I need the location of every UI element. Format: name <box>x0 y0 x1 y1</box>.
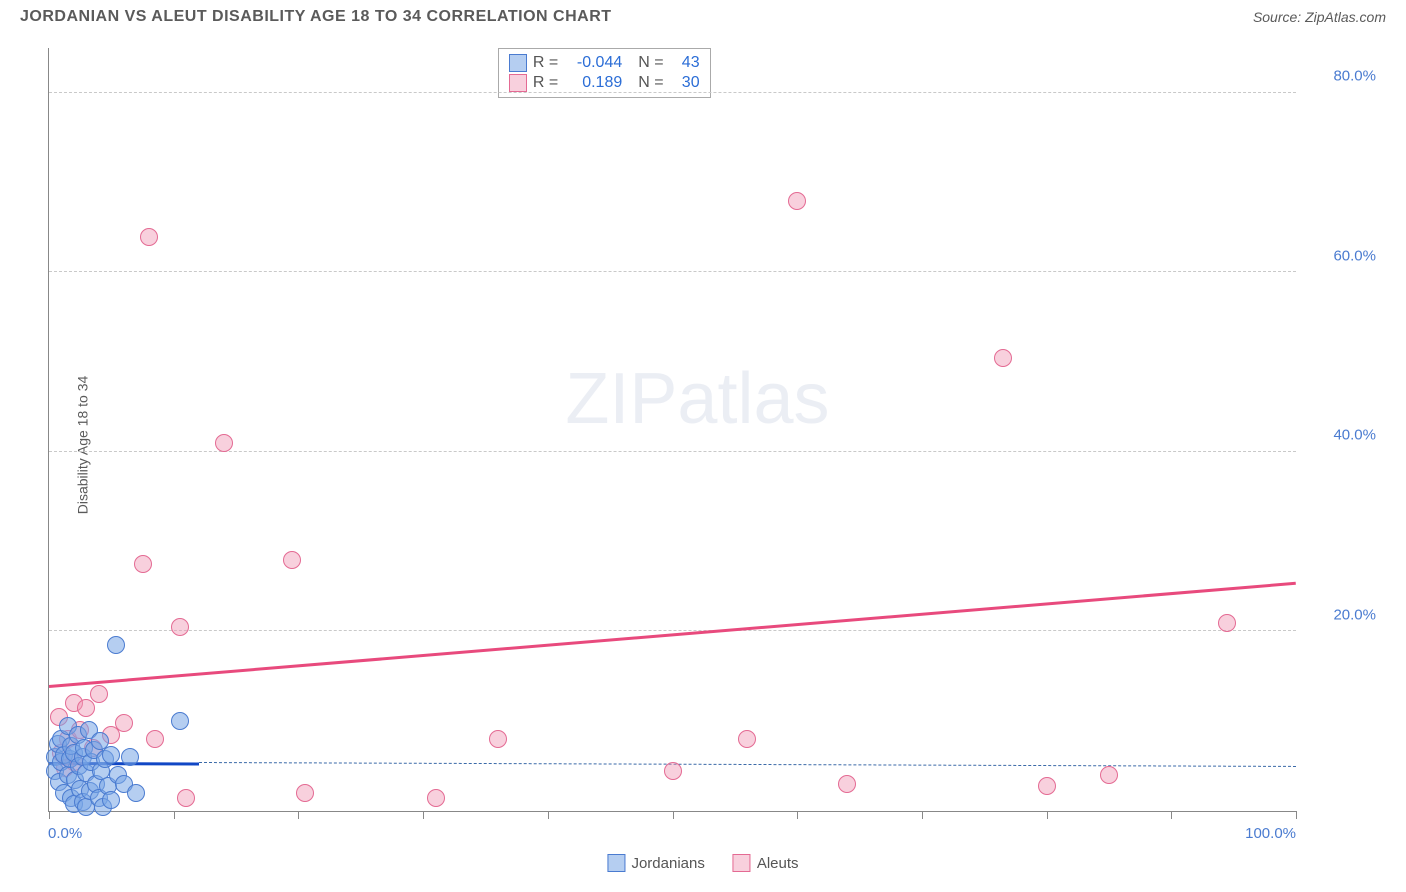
y-tick-label: 20.0% <box>1333 607 1376 624</box>
x-axis-tick-labels: 0.0% 100.0% <box>48 814 1296 842</box>
gridline <box>49 92 1296 93</box>
stats-row: R = 0.189 N = 30 <box>509 73 700 93</box>
data-point <box>296 784 314 802</box>
data-point <box>1038 777 1056 795</box>
stat-r-label: R = <box>533 74 558 92</box>
stat-n-value: 43 <box>670 54 700 72</box>
data-point <box>788 192 806 210</box>
stats-row: R = -0.044 N = 43 <box>509 53 700 73</box>
stats-legend-box: R = -0.044 N = 43 R = 0.189 N = 30 <box>498 48 711 98</box>
watermark: ZIPatlas <box>565 358 829 440</box>
stat-n-label: N = <box>638 54 663 72</box>
data-point <box>140 228 158 246</box>
stat-r-value: 0.189 <box>564 74 622 92</box>
y-tick-label: 80.0% <box>1333 67 1376 84</box>
legend-swatch <box>607 854 625 872</box>
legend-item: Jordanians <box>607 854 704 872</box>
x-tick-label: 0.0% <box>48 825 82 842</box>
trend-line-dashed <box>199 762 1296 767</box>
series-swatch <box>509 74 527 92</box>
data-point <box>115 714 133 732</box>
data-point <box>146 730 164 748</box>
chart-container: Disability Age 18 to 34 ZIPatlas R =-0.0… <box>48 48 1386 842</box>
y-tick-label: 60.0% <box>1333 247 1376 264</box>
data-point <box>838 775 856 793</box>
gridline <box>49 451 1296 452</box>
stat-r-value: -0.044 <box>564 54 622 72</box>
data-point <box>283 551 301 569</box>
stat-r-label: R = <box>533 54 558 72</box>
legend-swatch <box>733 854 751 872</box>
data-point <box>121 748 139 766</box>
legend: Jordanians Aleuts <box>607 854 798 872</box>
series-swatch <box>509 54 527 72</box>
data-point <box>1218 614 1236 632</box>
legend-label: Aleuts <box>757 855 799 872</box>
data-point <box>171 712 189 730</box>
legend-item: Aleuts <box>733 854 799 872</box>
data-point <box>134 555 152 573</box>
x-tick <box>1296 811 1297 819</box>
plot-area: ZIPatlas R = -0.044 N = 43 R = 0.189 N = 30 <box>48 48 1296 812</box>
data-point <box>127 784 145 802</box>
stat-n-value: 30 <box>670 74 700 92</box>
data-point <box>427 789 445 807</box>
y-axis-tick-labels: 20.0% 40.0% 60.0% 80.0% <box>1301 48 1386 812</box>
gridline <box>49 271 1296 272</box>
data-point <box>171 618 189 636</box>
data-point <box>90 685 108 703</box>
data-point <box>102 746 120 764</box>
data-point <box>994 349 1012 367</box>
data-point <box>102 791 120 809</box>
stat-n-label: N = <box>638 74 663 92</box>
y-tick-label: 40.0% <box>1333 427 1376 444</box>
data-point <box>215 434 233 452</box>
data-point <box>489 730 507 748</box>
x-tick-label: 100.0% <box>1245 825 1296 842</box>
data-point <box>664 762 682 780</box>
chart-source: Source: ZipAtlas.com <box>1253 9 1386 25</box>
legend-label: Jordanians <box>631 855 704 872</box>
data-point <box>1100 766 1118 784</box>
data-point <box>177 789 195 807</box>
gridline <box>49 630 1296 631</box>
data-point <box>738 730 756 748</box>
chart-title: JORDANIAN VS ALEUT DISABILITY AGE 18 TO … <box>20 8 612 26</box>
trend-line <box>49 582 1296 688</box>
data-point <box>107 636 125 654</box>
